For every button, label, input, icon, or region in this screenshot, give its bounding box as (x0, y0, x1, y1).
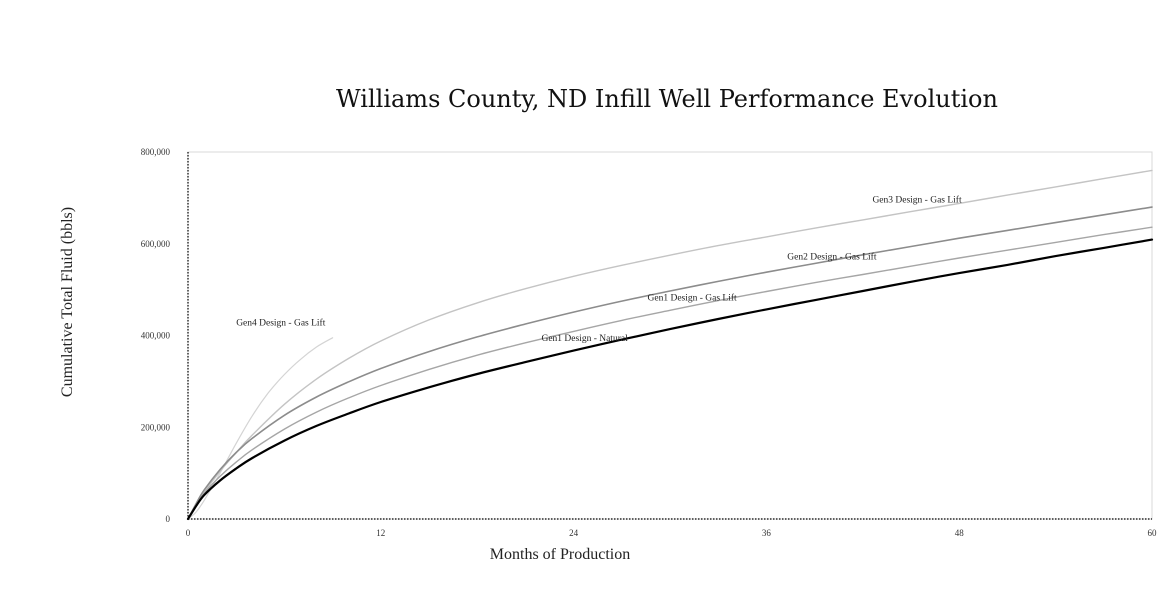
x-tick-label: 48 (955, 528, 965, 538)
series-label: Gen3 Design - Gas Lift (872, 194, 962, 205)
series-lines (186, 169, 1154, 521)
x-tick-label: 36 (762, 528, 772, 538)
series-label: Gen1 Design - Gas Lift (648, 293, 738, 304)
series-label: Gen4 Design - Gas Lift (236, 317, 326, 328)
series-line-gen2-design-gas-lift (187, 206, 1153, 520)
x-axis-title: Months of Production (490, 546, 630, 563)
series-line-gen3-design-gas-lift (187, 169, 1153, 520)
series-line-gen1-design-natural (186, 238, 1154, 521)
y-tick-labels: 0 200,000 400,000 600,000 800,000 (141, 147, 171, 524)
y-tick-label: 200,000 (141, 422, 171, 432)
x-tick-label: 0 (186, 528, 191, 538)
y-tick-label: 800,000 (141, 147, 171, 157)
series-label: Gen1 Design - Natural (541, 334, 628, 344)
x-tick-label: 12 (376, 528, 385, 538)
x-tick-label: 60 (1148, 528, 1158, 538)
y-tick-label: 400,000 (141, 331, 171, 341)
plot-area (187, 151, 1153, 520)
x-tick-label: 24 (569, 528, 579, 538)
series-line-gen4-design-gas-lift (187, 337, 334, 520)
y-axis-title: Cumulative Total Fluid (bbls) (59, 207, 76, 397)
series-labels: Gen4 Design - Gas Lift Gen3 Design - Gas … (236, 194, 962, 344)
y-tick-label: 0 (166, 514, 171, 524)
chart-title: Williams County, ND Infill Well Performa… (336, 85, 998, 113)
x-tick-labels: 0 12 24 36 48 60 (186, 528, 1157, 538)
series-line-gen1-design-gas-lift (187, 226, 1153, 520)
series-label: Gen2 Design - Gas Lift (787, 251, 877, 262)
y-tick-label: 600,000 (141, 239, 171, 249)
